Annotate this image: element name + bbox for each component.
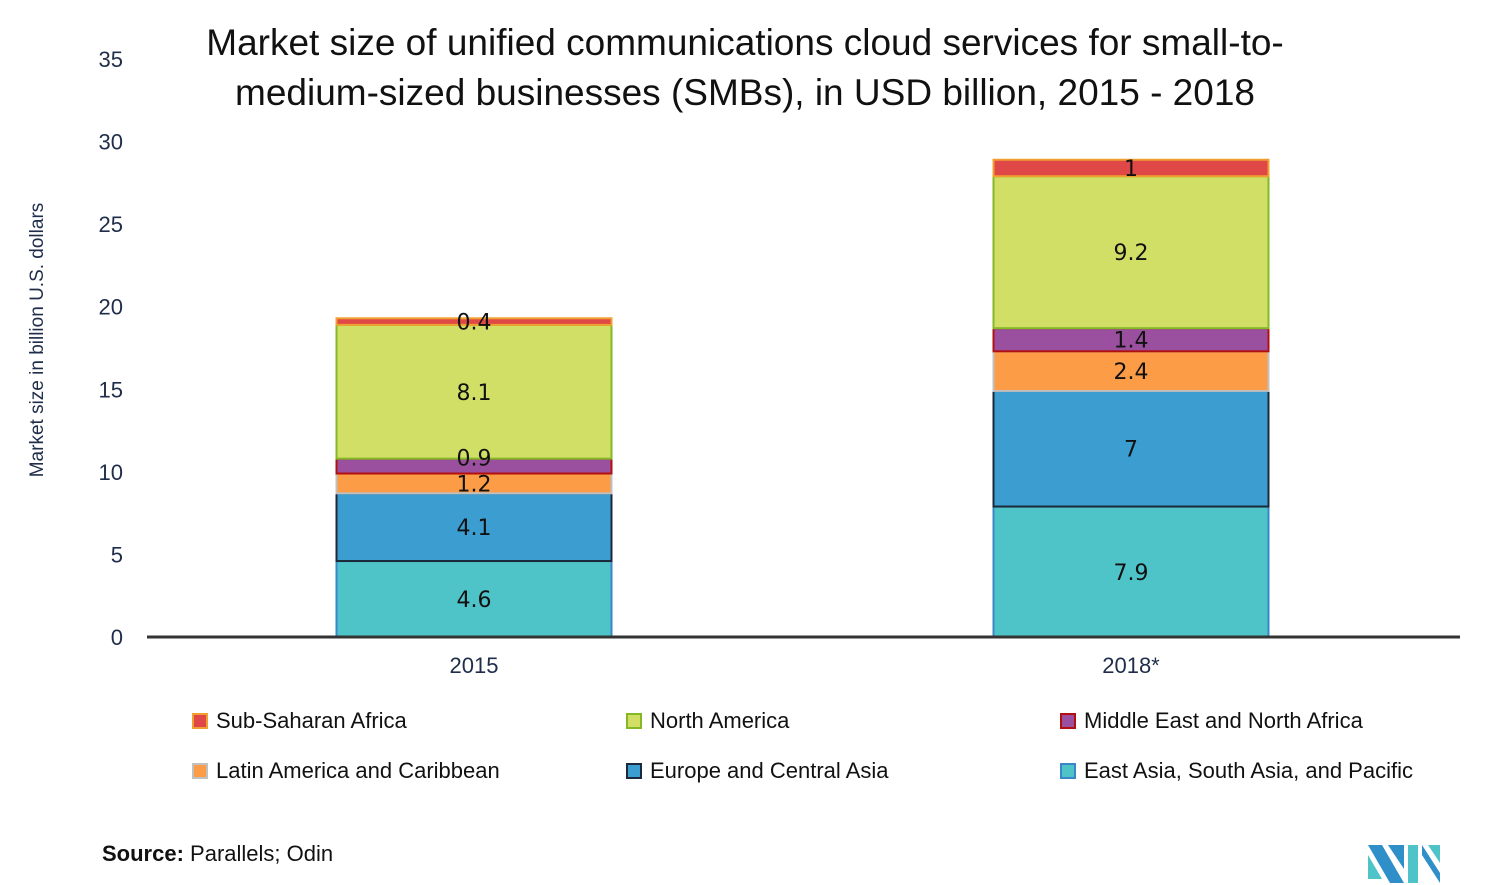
data-label: 4.1 [457, 516, 492, 541]
x-tick-label: 2018* [1102, 653, 1160, 678]
y-tick-label: 5 [111, 542, 123, 567]
data-label: 7 [1124, 438, 1138, 463]
data-label: 1 [1124, 157, 1138, 182]
data-label: 2.4 [1114, 360, 1149, 385]
bar-segment [992, 350, 1270, 392]
legend-item: North America [626, 708, 789, 734]
source-label: Source: [102, 841, 184, 866]
data-label: 1.4 [1114, 329, 1149, 354]
y-tick-label: 35 [99, 47, 123, 72]
x-tick-label: 2015 [450, 653, 499, 678]
y-tick-label: 0 [111, 625, 123, 650]
legend-label: Latin America and Caribbean [216, 758, 500, 783]
legend-item: Sub-Saharan Africa [192, 708, 407, 734]
data-label: 9.2 [1114, 241, 1149, 266]
legend-label: Sub-Saharan Africa [216, 708, 407, 733]
y-tick-label: 10 [99, 460, 123, 485]
bar-segment [992, 389, 1270, 508]
source-note: Source: Parallels; Odin [102, 841, 333, 867]
data-label: 0.4 [457, 311, 492, 336]
legend-item: Europe and Central Asia [626, 758, 889, 784]
legend-swatch [626, 763, 642, 779]
y-tick-label: 15 [99, 377, 123, 402]
legend-swatch [1060, 763, 1076, 779]
legend-swatch [1060, 713, 1076, 729]
legend-swatch [626, 713, 642, 729]
legend-item: Latin America and Caribbean [192, 758, 500, 784]
legend-item: East Asia, South Asia, and Pacific [1060, 758, 1413, 784]
brand-logo [1368, 845, 1440, 883]
bar-segment [335, 317, 613, 326]
data-label: 0.9 [457, 446, 492, 471]
legend-label: East Asia, South Asia, and Pacific [1084, 758, 1413, 783]
legend-label: North America [650, 708, 790, 733]
data-label: 7.9 [1114, 561, 1149, 586]
legend-item: Middle East and North Africa [1060, 708, 1363, 734]
data-label: 4.6 [457, 588, 492, 613]
data-label: 1.2 [457, 472, 492, 497]
legend-label: Europe and Central Asia [650, 758, 889, 783]
data-label: 8.1 [457, 381, 492, 406]
y-tick-label: 30 [99, 130, 123, 155]
chart-title: Market size of unified communications cl… [206, 22, 1284, 113]
bar-segment [335, 492, 613, 563]
bar-segment [992, 175, 1270, 330]
legend-swatch [192, 713, 208, 729]
y-tick-label: 20 [99, 295, 123, 320]
source-text: Parallels; Odin [183, 841, 334, 866]
legend-label: Middle East and North Africa [1084, 708, 1363, 733]
legend-swatch [192, 763, 208, 779]
bar-segment [992, 158, 1270, 178]
y-tick-label: 25 [99, 212, 123, 237]
